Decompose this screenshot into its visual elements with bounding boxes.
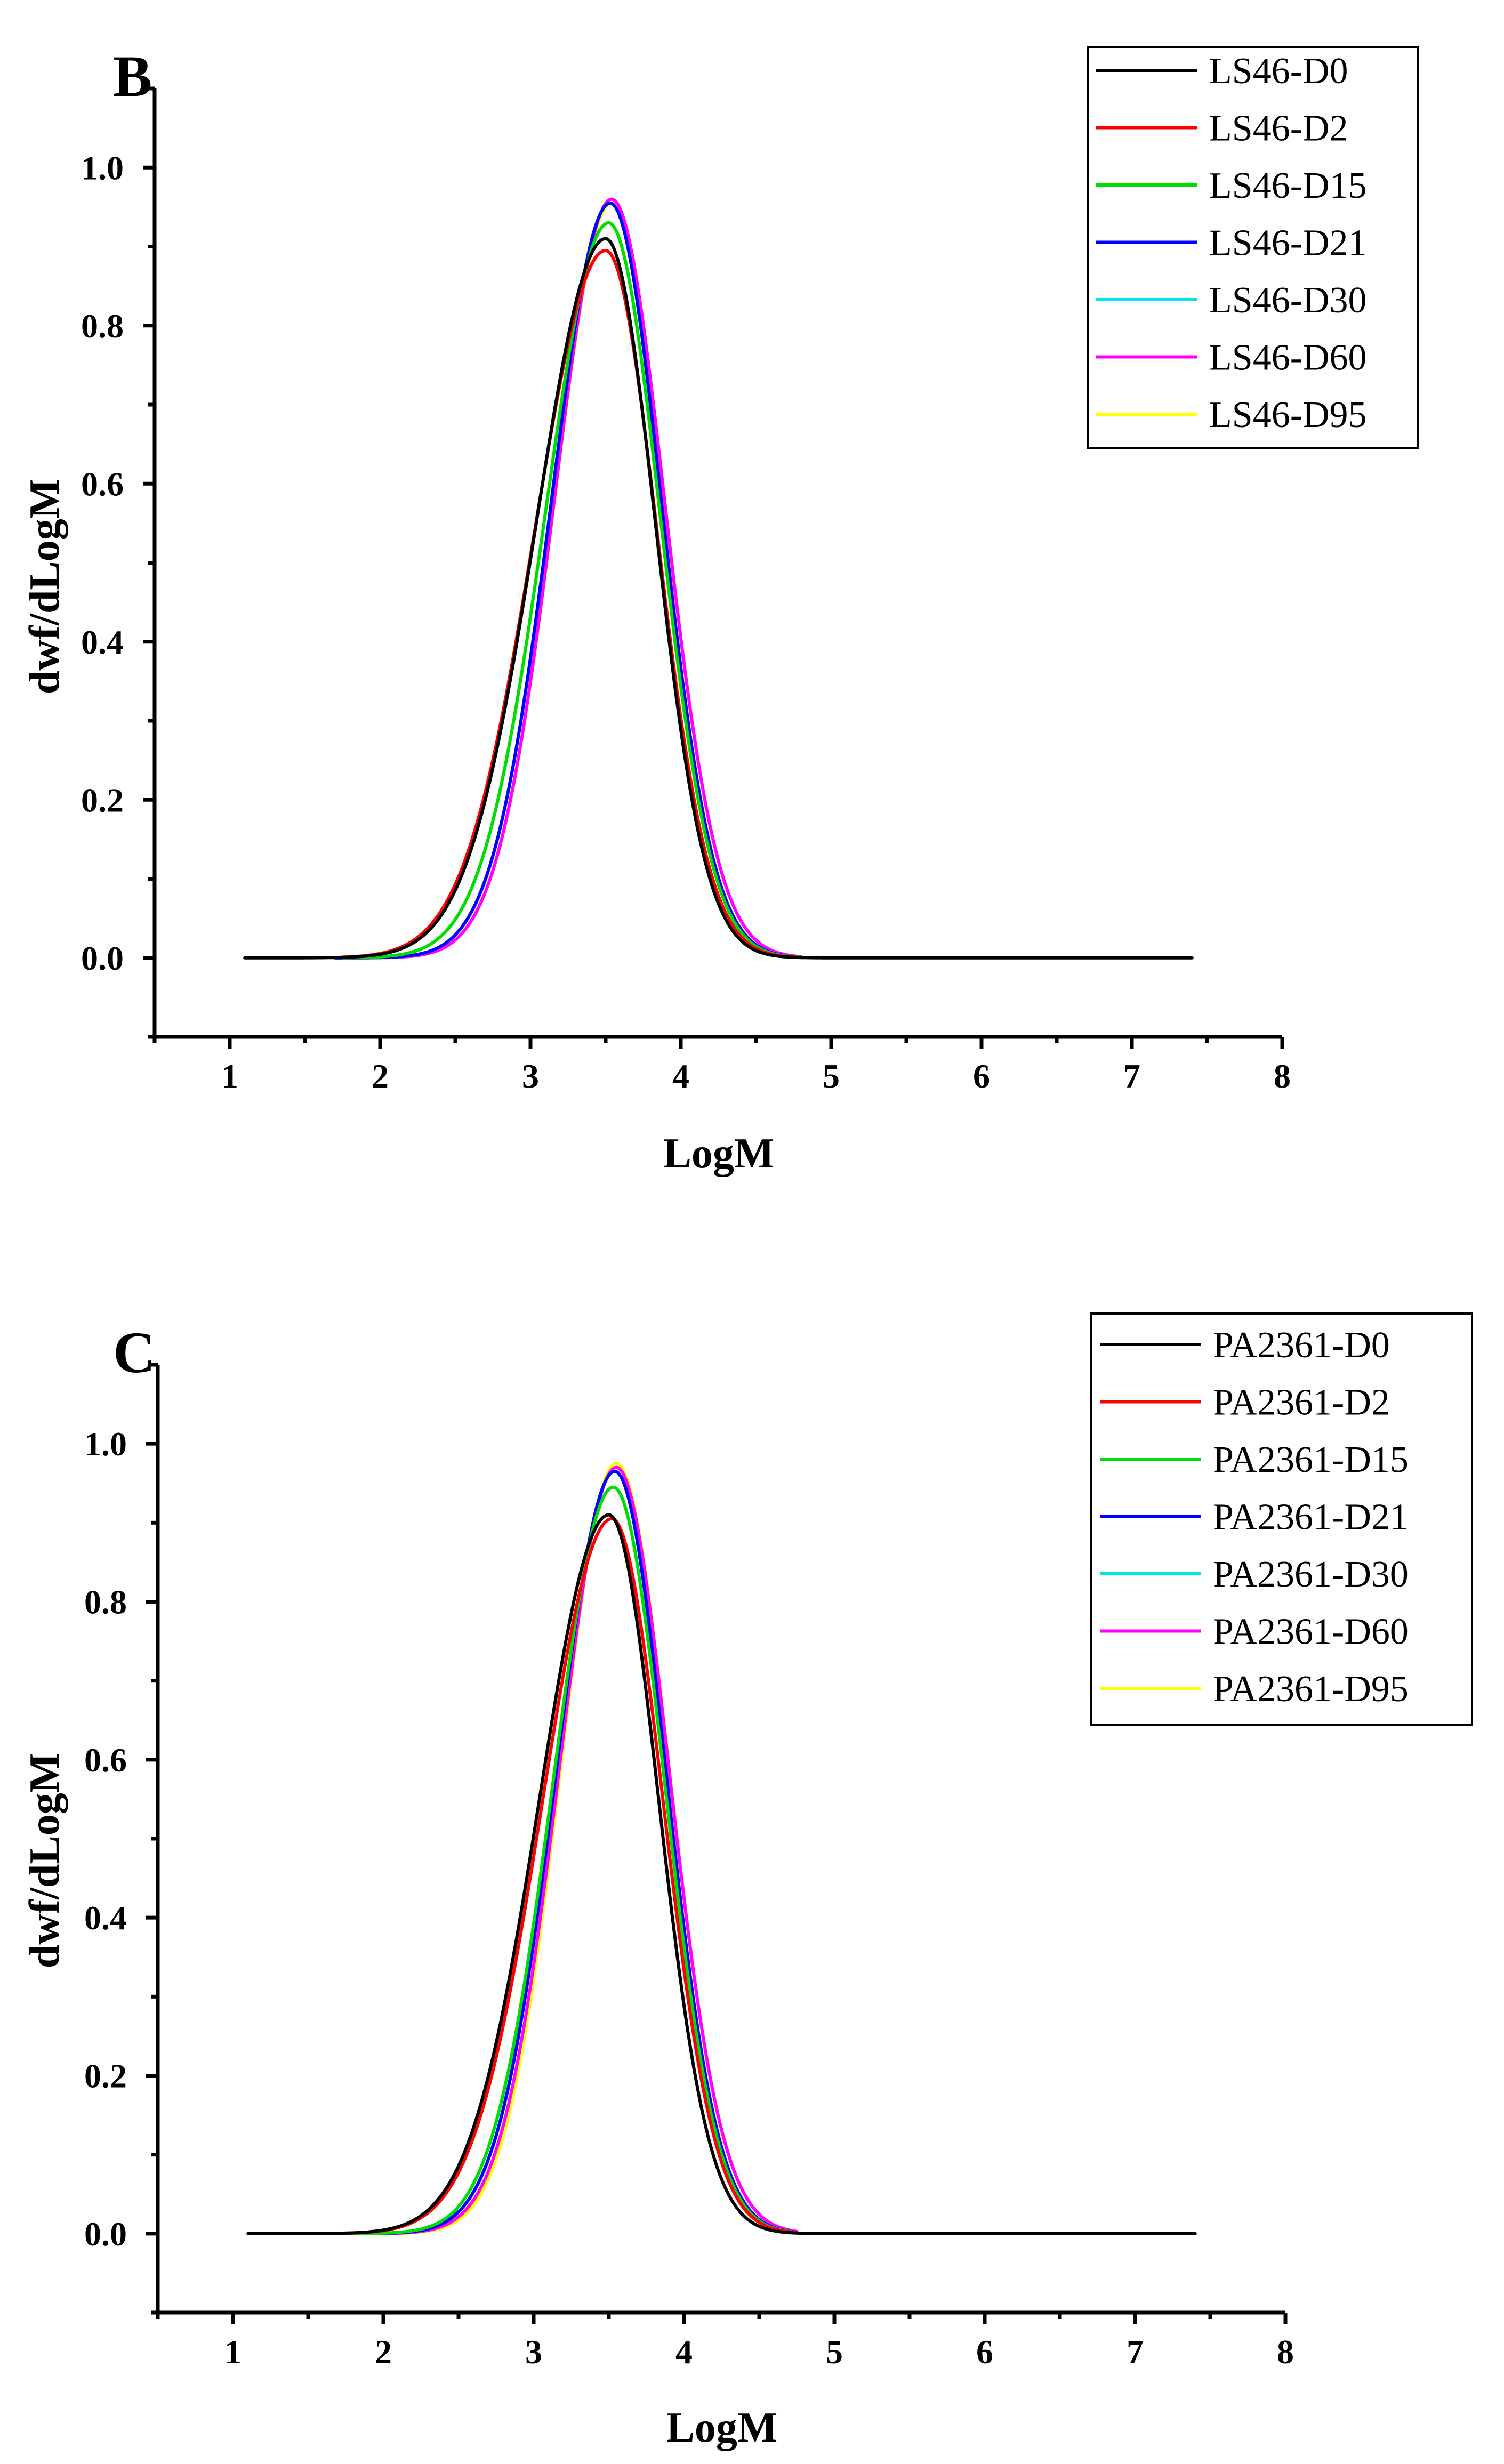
y-tick-label: 1.0 <box>81 149 124 187</box>
x-tick-label: 6 <box>976 2333 993 2371</box>
legend-label: PA2361-D0 <box>1213 1325 1390 1366</box>
series-line-ls46-d60 <box>333 197 803 960</box>
x-tick-label: 3 <box>522 1057 539 1095</box>
x-tick-label: 6 <box>973 1057 990 1095</box>
legend-label: LS46-D2 <box>1209 108 1348 149</box>
y-tick-label: 0.4 <box>81 623 124 661</box>
series-line-pa2361-d60 <box>344 1465 799 2235</box>
series-line-ls46-d30 <box>333 202 803 960</box>
y-tick-label: 0.0 <box>81 939 124 977</box>
legend: PA2361-D0 PA2361-D2 PA2361-D15 PA2361-D21 PA… <box>1090 1312 1473 1726</box>
y-axis-title: dwf/dLogM <box>21 479 68 695</box>
series-lines <box>246 1462 1197 2235</box>
y-tick-label: 0.2 <box>81 781 124 819</box>
legend-label: LS46-D15 <box>1209 165 1367 206</box>
x-tick-label: 7 <box>1127 2333 1144 2371</box>
x-axis-title: LogM <box>666 2404 778 2451</box>
x-tick-label: 4 <box>672 1057 689 1095</box>
series-line-ls46-d15 <box>341 221 803 960</box>
series-line-pa2361-d95 <box>344 1462 799 2235</box>
y-tick-label: 1.0 <box>84 1425 127 1463</box>
legend: LS46-D0 LS46-D2 LS46-D15 LS46-D21 LS46-D30 LS… <box>1087 46 1419 449</box>
x-tick-label: 8 <box>1277 2333 1294 2371</box>
series-line-ls46-d95 <box>333 202 803 960</box>
x-tick-label: 1 <box>224 2333 242 2371</box>
y-tick-label: 0.6 <box>81 465 124 503</box>
x-axis-title: LogM <box>663 1130 775 1177</box>
legend-label: PA2361-D95 <box>1213 1669 1409 1710</box>
y-tick-label: 0.6 <box>84 1741 127 1779</box>
ticks: 1 2 3 4 5 6 7 8 0.0 0.2 0.4 0.6 0.8 1.0 <box>84 1363 1294 2371</box>
series-line-pa2361-d15 <box>344 1485 799 2235</box>
series-line-pa2361-d30 <box>344 1470 799 2235</box>
legend-label: LS46-D60 <box>1209 337 1367 379</box>
series-line-ls46-d0 <box>243 237 1194 960</box>
legend-frame <box>1087 46 1419 449</box>
series-line-pa2361-d0 <box>246 1513 1197 2235</box>
panel-b: B 1 2 3 4 5 6 7 80.00.20.40.60.81.0 LS46-D0LS46… <box>21 44 1419 1177</box>
y-tick-label: 0.8 <box>81 307 124 345</box>
y-tick-label: 0.4 <box>84 1899 127 1937</box>
series-line-pa2361-d2 <box>344 1517 799 2235</box>
x-tick-label: 8 <box>1274 1057 1291 1095</box>
series-lines <box>243 197 1194 960</box>
x-tick-label: 5 <box>823 1057 840 1095</box>
legend-label: LS46-D0 <box>1209 51 1348 92</box>
x-tick-label: 3 <box>525 2333 542 2371</box>
ticks: 1 2 3 4 5 6 7 8 0.0 0.2 0.4 0.6 0.8 1.0 <box>81 86 1291 1095</box>
panel-letter: C <box>113 1320 155 1385</box>
panel-letter: B <box>113 44 152 109</box>
series-line-pa2361-d21 <box>344 1470 799 2235</box>
legend-label: LS46-D21 <box>1209 223 1367 264</box>
legend-label: PA2361-D2 <box>1213 1382 1390 1423</box>
y-tick-label: 0.2 <box>84 2057 127 2095</box>
panel-c: C 1 2 3 4 5 6 7 80.00.20.40.60.81.0 PA2361-D0PA… <box>21 1312 1473 2451</box>
legend-label: PA2361-D30 <box>1213 1554 1409 1595</box>
legend-label: PA2361-D15 <box>1213 1439 1409 1480</box>
legend-label: LS46-D95 <box>1209 394 1367 436</box>
x-tick-label: 7 <box>1123 1057 1140 1095</box>
y-tick-label: 0.8 <box>84 1583 127 1621</box>
legend-frame <box>1090 1312 1473 1726</box>
series-line-ls46-d21 <box>333 202 803 960</box>
legend-label: PA2361-D21 <box>1213 1497 1409 1538</box>
x-tick-label: 1 <box>221 1057 238 1095</box>
x-tick-label: 5 <box>826 2333 843 2371</box>
x-tick-label: 4 <box>675 2333 693 2371</box>
y-axis-title: dwf/dLogM <box>21 1753 68 1969</box>
legend-label: PA2361-D60 <box>1213 1612 1409 1653</box>
y-tick-label: 0.0 <box>84 2215 127 2253</box>
x-tick-label: 2 <box>375 2333 392 2371</box>
legend-label: LS46-D30 <box>1209 280 1367 321</box>
x-tick-label: 2 <box>372 1057 389 1095</box>
